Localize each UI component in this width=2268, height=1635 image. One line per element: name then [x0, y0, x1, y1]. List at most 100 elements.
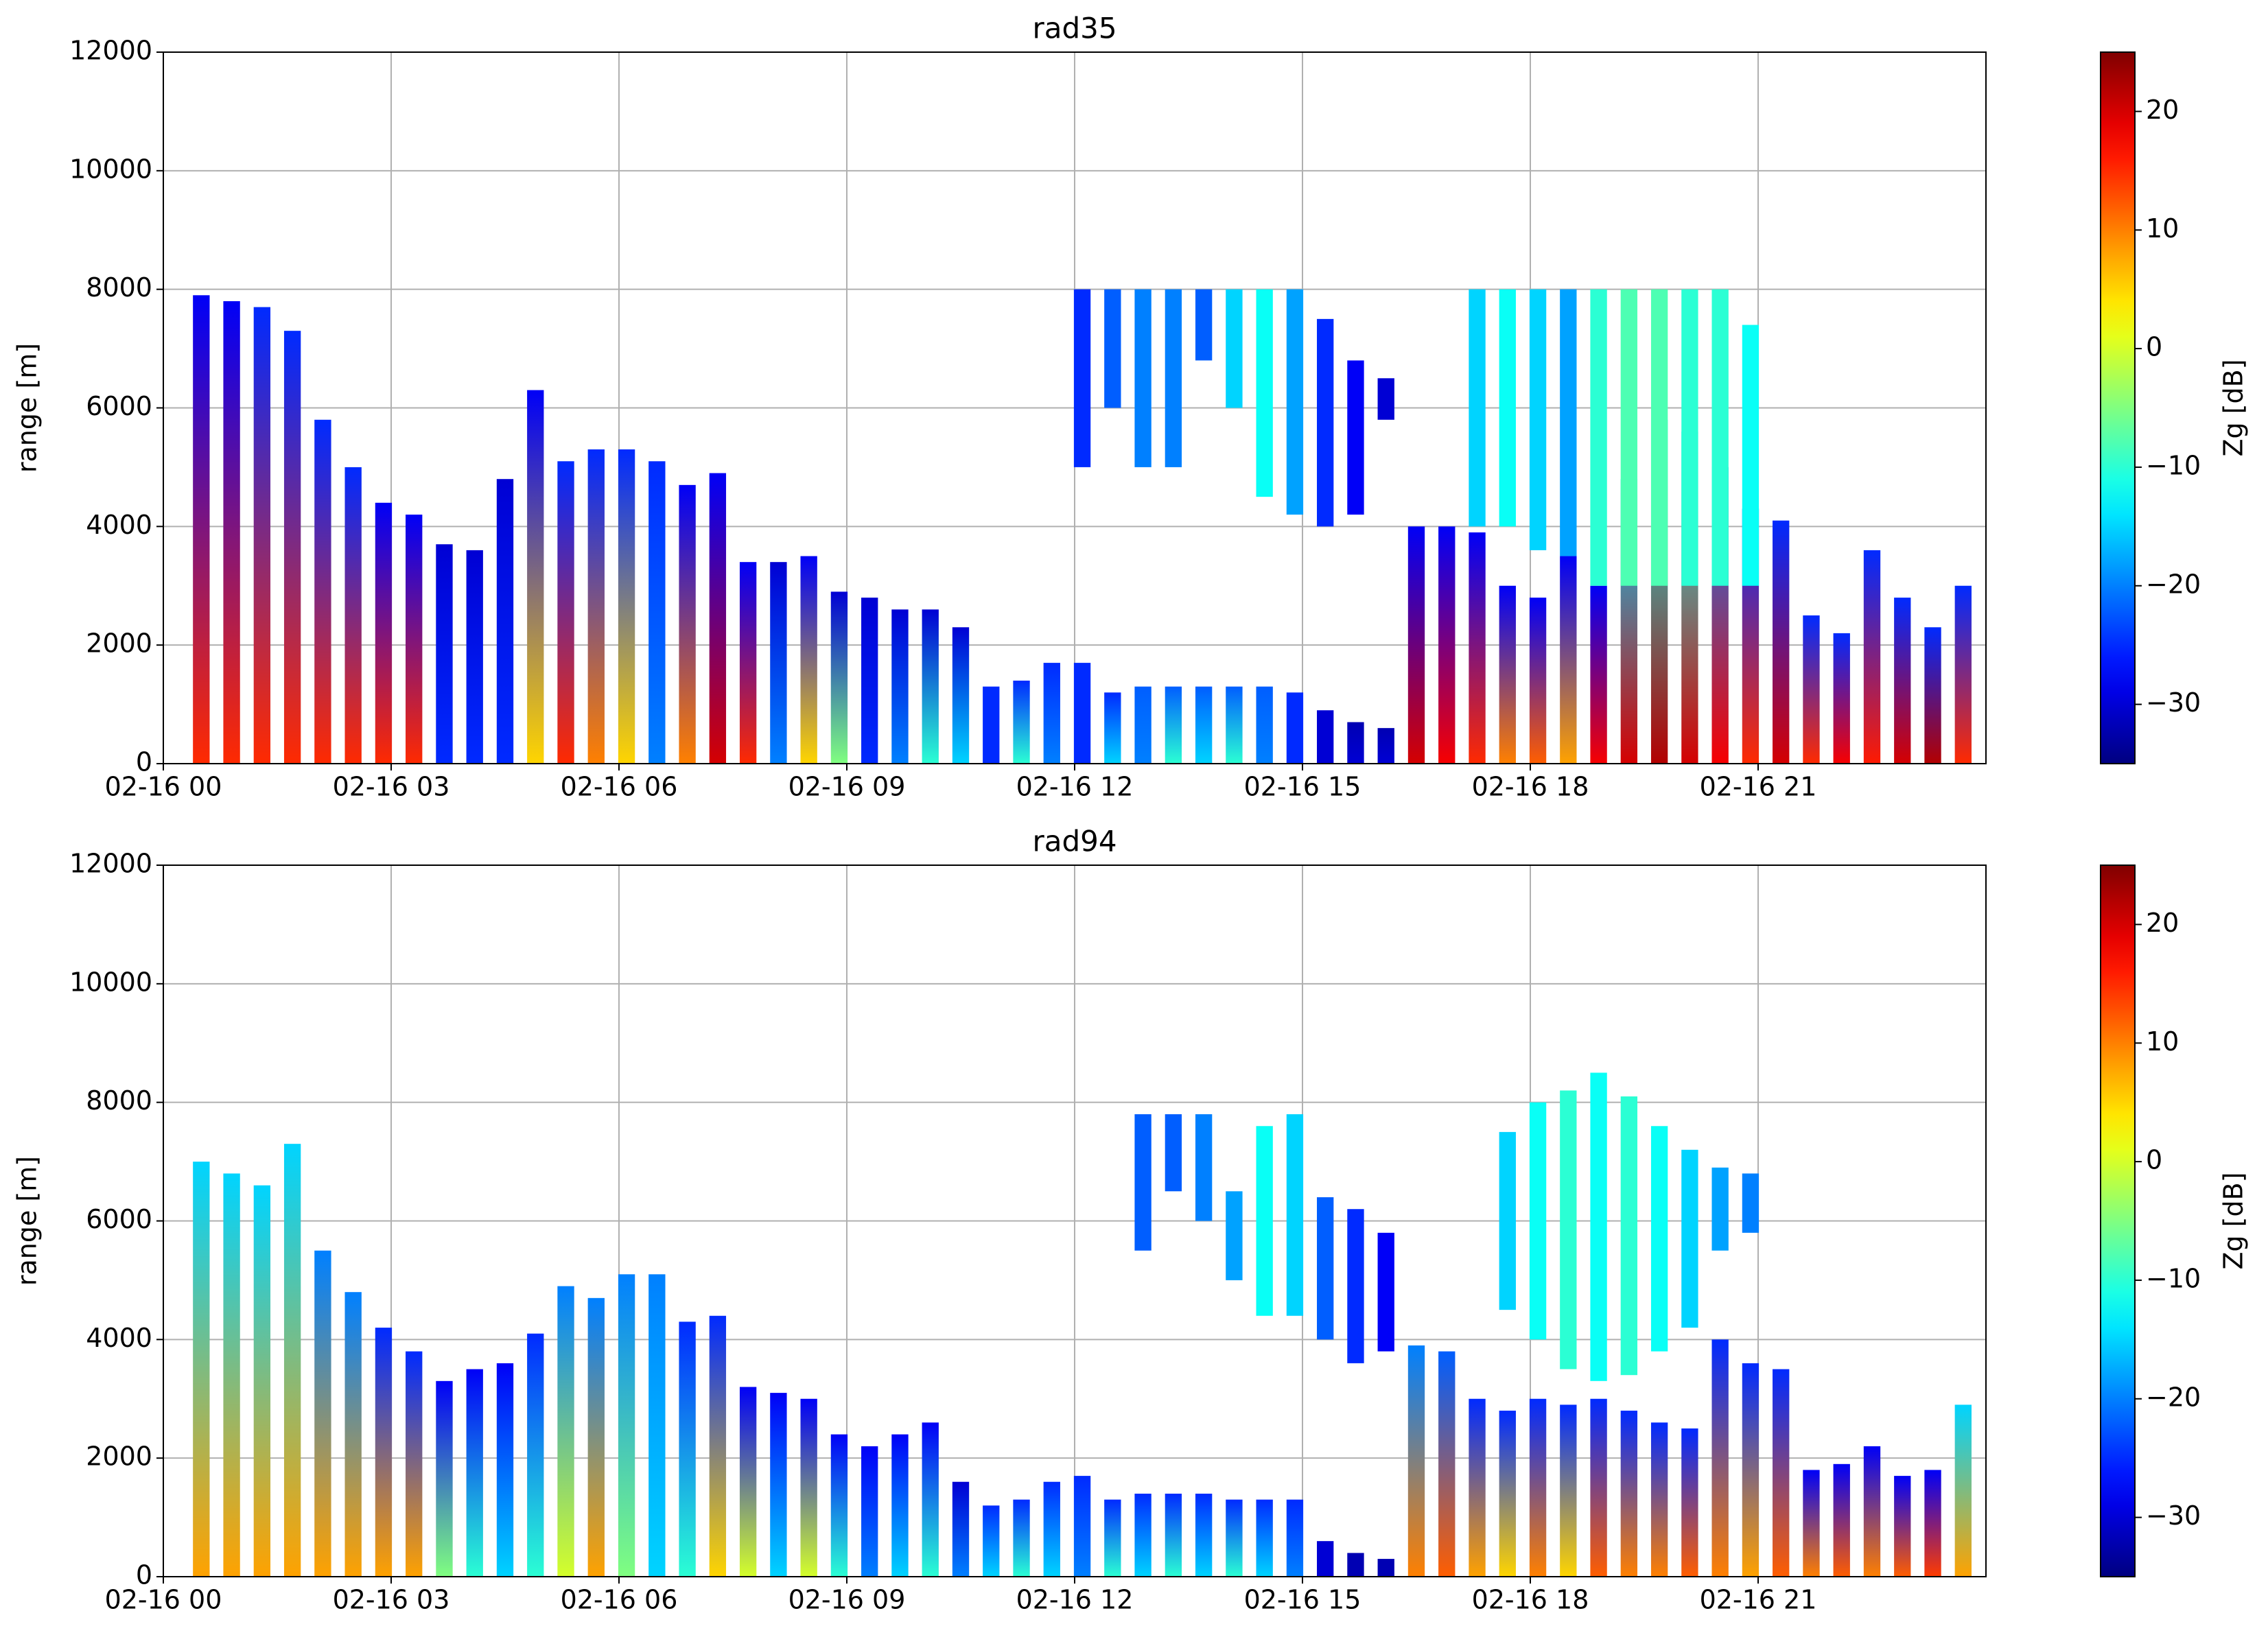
- profile-column: [344, 467, 362, 764]
- upper-layer: [1195, 1114, 1213, 1221]
- upper-layer: [1347, 360, 1364, 515]
- profile-column: [527, 1333, 544, 1577]
- y-tick-label: 12000: [69, 36, 152, 66]
- profile-column: [1438, 526, 1456, 764]
- colorbar-tick-label: 0: [2146, 332, 2162, 362]
- x-tick-label: 02-16 18: [1472, 1585, 1589, 1615]
- profile-column: [1104, 692, 1121, 764]
- colorbar-label: Zg [dB]: [2219, 1172, 2249, 1269]
- x-tick-label: 02-16 15: [1244, 772, 1361, 802]
- upper-layer: [1650, 1126, 1668, 1352]
- profile-column: [253, 307, 271, 764]
- upper-layer: [1256, 289, 1273, 497]
- profile-column: [1407, 526, 1425, 764]
- profile-column: [1013, 681, 1030, 764]
- profile-column: [557, 1286, 574, 1577]
- profile-column: [1924, 627, 1941, 764]
- upper-layer: [1134, 1114, 1151, 1251]
- upper-layer: [1499, 1131, 1516, 1310]
- upper-layer: [1256, 1126, 1273, 1316]
- profile-column: [1043, 663, 1060, 764]
- upper-layer: [1560, 289, 1577, 556]
- profile-column: [1195, 686, 1213, 764]
- colorbar-label: Zg [dB]: [2219, 359, 2249, 456]
- profile-column: [375, 1328, 393, 1577]
- profile-column: [1650, 1422, 1668, 1577]
- y-tick-label: 2000: [86, 1442, 152, 1472]
- profile-column: [770, 1393, 787, 1577]
- upper-layer: [1377, 1232, 1394, 1352]
- profile-column: [800, 556, 817, 764]
- profile-column: [466, 550, 483, 764]
- colorbar-tick-label: −20: [2146, 569, 2201, 599]
- plot-area: [193, 1072, 1972, 1577]
- profile-column: [1377, 728, 1394, 764]
- x-tick-label: 02-16 03: [333, 1585, 450, 1615]
- upper-layer: [1560, 1090, 1577, 1369]
- colorbar-tick-label: 20: [2146, 95, 2179, 125]
- profile-column: [1803, 1470, 1820, 1577]
- y-tick-label: 6000: [86, 1204, 152, 1234]
- profile-column: [1894, 598, 1911, 764]
- upper-layer: [1286, 289, 1304, 515]
- profile-column: [679, 484, 696, 764]
- y-tick-label: 4000: [86, 1323, 152, 1353]
- upper-layer: [1073, 289, 1091, 467]
- upper-layer: [1711, 289, 1729, 586]
- profile-column: [1134, 1494, 1151, 1577]
- profile-column: [1833, 633, 1850, 764]
- profile-column: [1226, 686, 1243, 764]
- upper-layer: [1469, 289, 1486, 527]
- profile-column: [1773, 520, 1790, 764]
- profile-column: [983, 1505, 1000, 1577]
- x-tick-label: 02-16 15: [1244, 1585, 1361, 1615]
- profile-column: [193, 1162, 210, 1577]
- profile-column: [922, 1422, 939, 1577]
- colorbar: [2100, 864, 2136, 1577]
- profile-column: [1347, 722, 1364, 764]
- chart: rad35 range [m] 0 2000 4000 6000 8000 10000 1200…: [12, 12, 2249, 802]
- profile-column: [1499, 585, 1516, 764]
- x-tick-label: 02-16 12: [1016, 772, 1134, 802]
- profile-column: [1469, 532, 1486, 764]
- x-tick-label: 02-16 06: [561, 1585, 678, 1615]
- profile-column: [406, 1351, 423, 1577]
- upper-layer: [1195, 289, 1213, 361]
- profile-column: [1073, 663, 1091, 764]
- upper-layer: [1286, 1114, 1304, 1316]
- profile-column: [436, 1380, 453, 1577]
- profile-column: [1165, 686, 1182, 764]
- profile-column: [709, 473, 727, 764]
- profile-column: [375, 502, 393, 764]
- profile-column: [1256, 686, 1273, 764]
- upper-layer: [1681, 1149, 1698, 1328]
- x-tick-label: 02-16 21: [1700, 772, 1817, 802]
- x-tick-label: 02-16 00: [105, 1585, 222, 1615]
- y-tick-label: 10000: [69, 967, 152, 997]
- upper-layer: [1681, 289, 1698, 586]
- upper-layer: [1529, 289, 1547, 550]
- upper-layer: [1317, 1197, 1334, 1340]
- profile-column: [1013, 1499, 1030, 1577]
- upper-layer: [1165, 289, 1182, 467]
- profile-column: [830, 1434, 848, 1577]
- profile-column: [587, 1297, 605, 1577]
- upper-layer: [1377, 378, 1394, 420]
- upper-layer: [1620, 289, 1638, 586]
- y-tick-label: 8000: [86, 1085, 152, 1116]
- profile-column: [557, 461, 574, 764]
- upper-layer: [1742, 1173, 1760, 1233]
- y-tick-label: 0: [136, 1560, 152, 1590]
- profile-column: [1529, 1398, 1547, 1577]
- colorbar-tick-label: −30: [2146, 1501, 2201, 1531]
- x-tick-label: 02-16 18: [1472, 772, 1589, 802]
- profile-column: [679, 1321, 696, 1577]
- profile-column: [1256, 1499, 1273, 1577]
- profile-column: [983, 686, 1000, 764]
- profile-column: [1407, 1345, 1425, 1577]
- profile-column: [739, 1387, 757, 1577]
- chart-title: rad35: [1032, 12, 1117, 45]
- profile-column: [1347, 1553, 1364, 1577]
- profile-column: [1286, 692, 1304, 764]
